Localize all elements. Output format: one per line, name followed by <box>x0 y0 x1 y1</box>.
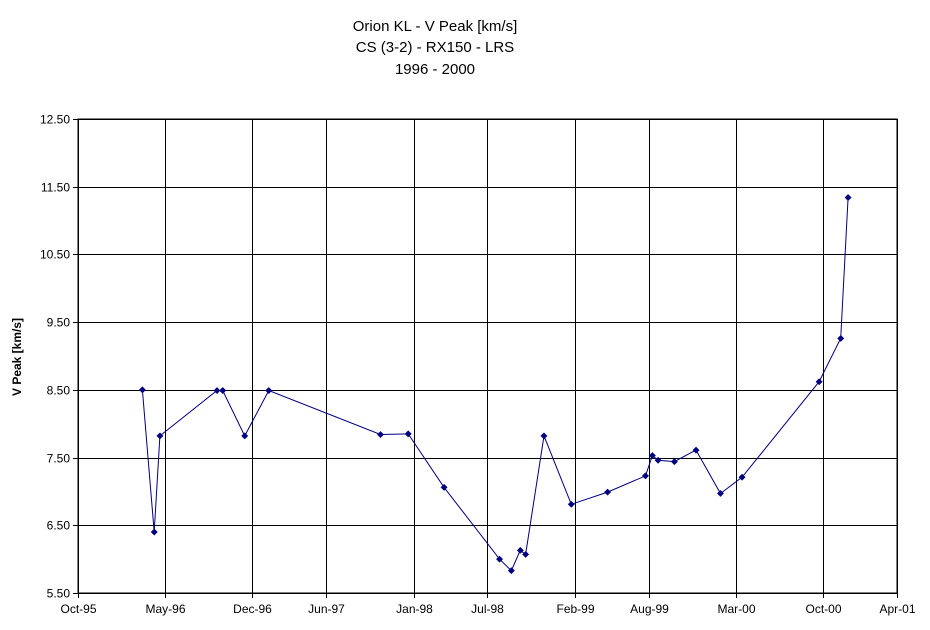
data-point <box>648 451 656 460</box>
data-point <box>604 488 612 496</box>
data-point <box>738 473 746 481</box>
data-point <box>495 555 504 563</box>
data-point <box>507 567 515 575</box>
y-tick-label: 6.50 <box>47 519 71 533</box>
data-point <box>376 430 385 439</box>
y-tick-label: 5.50 <box>47 587 71 601</box>
chart-title-line-1: Orion KL - V Peak [km/s] <box>353 18 518 35</box>
x-tick-label: Dec-96 <box>233 602 272 616</box>
data-point <box>138 386 146 394</box>
data-point <box>265 386 273 395</box>
plot-area: 5.50 6.50 7.50 8.50 9.50 10.50 11.50 12.50 Oct-9… <box>40 113 916 617</box>
y-tick-label: 12.50 <box>40 113 70 127</box>
x-tick-label: Feb-99 <box>556 602 594 616</box>
data-point <box>815 378 823 386</box>
data-point <box>716 489 725 498</box>
data-point <box>404 430 412 438</box>
data-point <box>522 550 530 558</box>
data-point <box>156 432 164 440</box>
x-tick-label: Mar-00 <box>717 602 755 616</box>
data-point <box>641 472 650 480</box>
chart-title-line-3: 1996 - 2000 <box>395 61 475 78</box>
y-tick-label: 10.50 <box>40 248 70 262</box>
data-point <box>654 456 662 464</box>
x-tick-label: Oct-00 <box>805 602 841 616</box>
data-point <box>440 483 448 491</box>
data-point <box>516 546 524 554</box>
x-tick-label: Aug-99 <box>630 602 669 616</box>
x-tick-label: Jan-98 <box>396 602 433 616</box>
data-point <box>670 458 678 466</box>
y-axis-label: V Peak [km/s] <box>10 318 24 396</box>
data-point <box>540 432 548 440</box>
data-point <box>150 528 158 536</box>
data-point <box>219 386 227 395</box>
x-tick-label: Jun-97 <box>308 602 345 616</box>
data-point <box>567 500 575 508</box>
y-tick-label: 7.50 <box>47 452 71 466</box>
y-tick-label: 9.50 <box>47 316 71 330</box>
data-point <box>844 193 852 202</box>
y-tick-label: 8.50 <box>47 384 71 398</box>
chart-title-line-2: CS (3-2) - RX150 - LRS <box>356 39 514 56</box>
y-tick-label: 11.50 <box>41 181 70 195</box>
x-tick-label: Jul-98 <box>471 602 504 616</box>
x-tick-label: Oct-95 <box>60 602 96 616</box>
x-tick-label: Apr-01 <box>879 602 915 616</box>
data-point <box>213 386 221 395</box>
x-tick-label: May-96 <box>145 602 185 616</box>
data-point <box>241 432 249 440</box>
data-point <box>692 446 700 454</box>
data-point <box>837 334 845 342</box>
